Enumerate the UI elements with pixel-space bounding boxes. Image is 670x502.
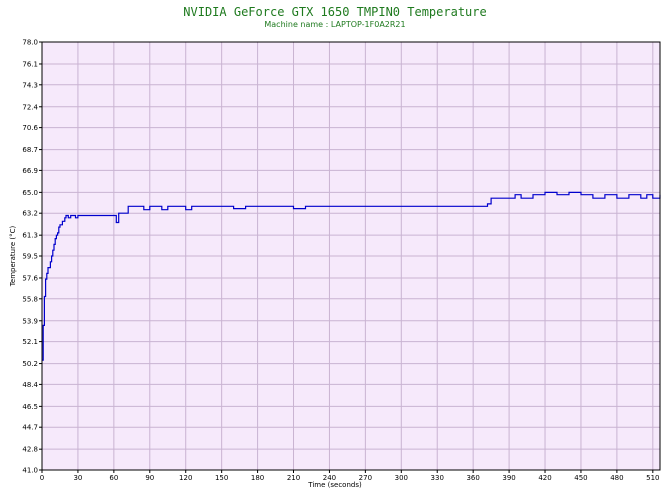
y-tick-label: 70.6 (22, 124, 38, 132)
x-tick-label: 420 (538, 474, 551, 482)
x-tick-label: 360 (466, 474, 479, 482)
x-axis-label: Time (seconds) (307, 481, 362, 489)
y-tick-label: 63.2 (22, 210, 38, 218)
y-tick-label: 74.3 (22, 81, 38, 89)
y-tick-label: 48.4 (22, 381, 38, 389)
y-tick-label: 50.2 (22, 360, 38, 368)
x-tick-label: 330 (431, 474, 444, 482)
chart-title: NVIDIA GeForce GTX 1650 TMPIN0 Temperatu… (183, 5, 486, 19)
x-tick-label: 30 (73, 474, 82, 482)
x-tick-label: 210 (287, 474, 300, 482)
y-axis-label: Temperature (°C) (9, 226, 17, 288)
y-tick-label: 78.0 (22, 39, 38, 47)
x-tick-label: 300 (395, 474, 408, 482)
temperature-series-line (42, 191, 661, 361)
y-tick-label: 68.7 (22, 146, 38, 154)
x-tick-label: 450 (574, 474, 587, 482)
x-tick-label: 270 (359, 474, 372, 482)
y-tick-label: 46.5 (22, 403, 38, 411)
y-tick-label: 59.5 (22, 253, 38, 261)
x-tick-label: 150 (215, 474, 228, 482)
plot-frame (41, 41, 661, 471)
x-tick-label: 0 (40, 474, 44, 482)
x-tick-label: 480 (610, 474, 623, 482)
y-tick-label: 42.8 (22, 446, 38, 454)
y-tick-label: 72.4 (22, 103, 38, 111)
y-tick-label: 41.0 (22, 467, 38, 475)
x-tick-label: 180 (251, 474, 264, 482)
y-tick-label: 53.9 (22, 317, 38, 325)
y-tick-label: 76.1 (22, 60, 38, 68)
y-tick-label: 55.8 (22, 295, 38, 303)
y-tick-label: 52.1 (22, 338, 38, 346)
x-tick-label: 510 (646, 474, 659, 482)
y-tick-label: 65.0 (22, 189, 38, 197)
x-tick-label: 390 (502, 474, 515, 482)
chart-subtitle: Machine name : LAPTOP-1F0A2R21 (264, 20, 405, 29)
x-tick-label: 60 (109, 474, 118, 482)
y-axis-ticks: 41.0 42.8 44.7 46.5 48.4 50.2 52.1 53.9 55.8 57.6… (22, 39, 42, 475)
x-tick-label: 120 (179, 474, 192, 482)
y-tick-label: 57.6 (22, 274, 38, 282)
y-tick-label: 61.3 (22, 232, 38, 240)
x-tick-label: 90 (145, 474, 154, 482)
y-tick-label: 66.9 (22, 167, 38, 175)
x-tick-label: 240 (323, 474, 336, 482)
y-tick-label: 44.7 (22, 424, 38, 432)
x-axis-ticks: 0 30 60 90 120 150 180 210 240 270 300 330 360 390 420… (40, 470, 660, 482)
grid-lines (41, 41, 660, 471)
